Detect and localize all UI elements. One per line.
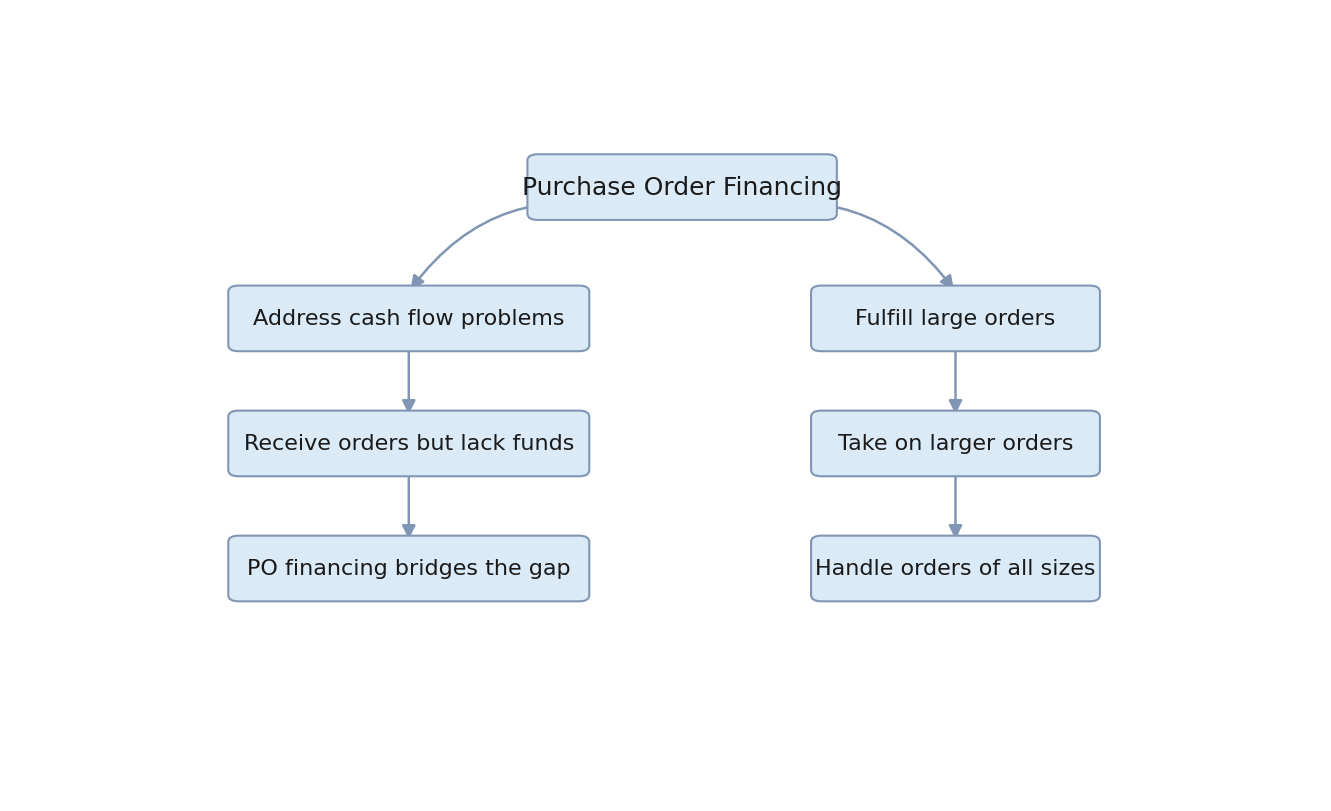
FancyBboxPatch shape: [229, 536, 590, 602]
Text: Address cash flow problems: Address cash flow problems: [253, 309, 564, 329]
FancyBboxPatch shape: [527, 155, 837, 221]
FancyBboxPatch shape: [811, 536, 1099, 602]
Text: Fulfill large orders: Fulfill large orders: [856, 309, 1055, 329]
Text: Take on larger orders: Take on larger orders: [837, 434, 1073, 454]
Text: PO financing bridges the gap: PO financing bridges the gap: [248, 559, 571, 579]
Text: Handle orders of all sizes: Handle orders of all sizes: [816, 559, 1095, 579]
FancyBboxPatch shape: [811, 411, 1099, 477]
FancyBboxPatch shape: [811, 286, 1099, 352]
FancyBboxPatch shape: [229, 286, 590, 352]
FancyBboxPatch shape: [229, 411, 590, 477]
Text: Purchase Order Financing: Purchase Order Financing: [522, 176, 843, 200]
Text: Receive orders but lack funds: Receive orders but lack funds: [244, 434, 574, 454]
